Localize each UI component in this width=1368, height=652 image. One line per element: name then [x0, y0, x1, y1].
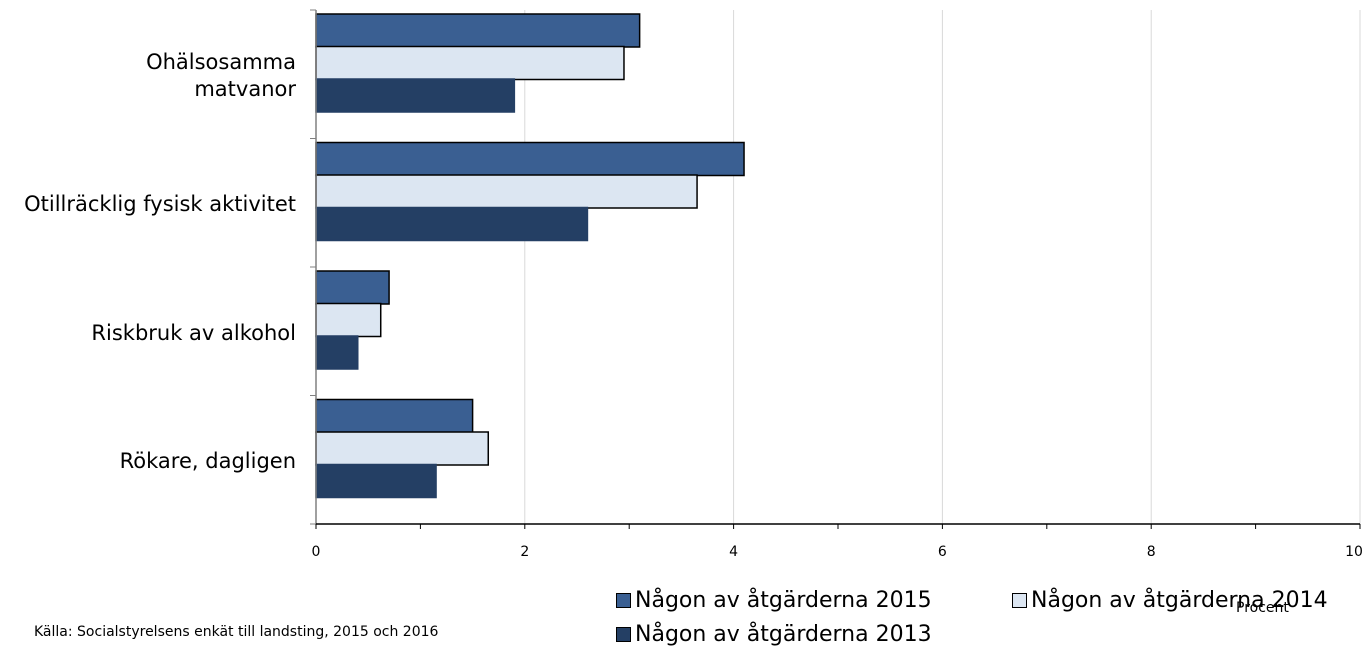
- legend-swatch-2013: [616, 627, 631, 642]
- legend-item-2014: Någon av åtgärderna 2014: [1012, 588, 1328, 613]
- bar-2-1: [315, 206, 589, 242]
- x-tick-label-2: 2: [520, 544, 530, 560]
- bar-1-1: [315, 174, 698, 209]
- bar-1-2: [315, 302, 382, 338]
- x-tick-label-6: 6: [937, 544, 947, 560]
- source-note: Källa: Socialstyrelsens enkät till lands…: [34, 624, 439, 640]
- category-label-0: Ohälsosamma matvanor: [146, 50, 296, 102]
- x-tick-label-10: 10: [1345, 544, 1363, 560]
- bar-0-3: [315, 398, 474, 434]
- bar-1-0: [315, 45, 625, 81]
- bar-0-1: [315, 141, 745, 177]
- legend-swatch-2015: [616, 593, 631, 608]
- bar-2-0: [315, 78, 516, 113]
- category-label-1: Otillräcklig fysisk aktivitet: [24, 192, 296, 217]
- bar-2-3: [315, 463, 437, 499]
- legend-label-2015: Någon av åtgärderna 2015: [635, 588, 932, 613]
- x-tick-label-4: 4: [729, 544, 739, 560]
- legend-swatch-2014: [1012, 593, 1027, 608]
- axes: [310, 9, 1361, 529]
- bar-2-2: [315, 335, 359, 370]
- category-label-3: Rökare, dagligen: [119, 449, 296, 474]
- x-axis-unit-label: Procent: [1236, 600, 1289, 616]
- bar-0-0: [315, 13, 641, 48]
- legend-label-2014: Någon av åtgärderna 2014: [1031, 588, 1328, 613]
- x-tick-label-0: 0: [311, 544, 321, 560]
- bar-0-2: [315, 270, 390, 305]
- bar-1-3: [315, 431, 490, 466]
- gridlines: [524, 10, 1361, 524]
- category-label-2: Riskbruk av alkohol: [91, 320, 296, 345]
- legend-item-2015: Någon av åtgärderna 2015: [616, 588, 932, 613]
- bars: [315, 13, 745, 499]
- x-tick-label-8: 8: [1146, 544, 1156, 560]
- legend-label-2013: Någon av åtgärderna 2013: [635, 622, 932, 647]
- legend-item-2013: Någon av åtgärderna 2013: [616, 622, 932, 647]
